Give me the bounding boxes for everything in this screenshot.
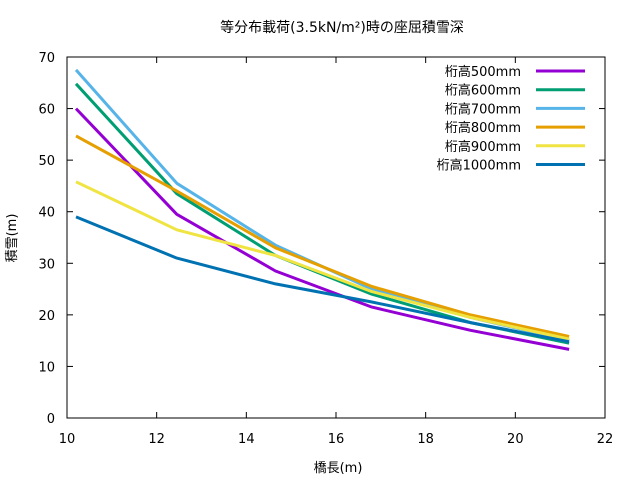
y-tick-label: 0 <box>47 412 55 427</box>
y-tick-label: 20 <box>38 309 55 324</box>
x-tick-label: 22 <box>597 432 614 447</box>
legend-label: 桁高900mm <box>445 139 521 155</box>
series-line <box>74 107 570 351</box>
y-tick-label: 40 <box>38 206 55 221</box>
series-line <box>75 134 570 338</box>
series-layer <box>74 68 570 351</box>
series-line <box>75 180 570 341</box>
series-line <box>75 215 570 344</box>
legend-label: 桁高1000mm <box>437 158 521 174</box>
y-tick-label: 70 <box>38 51 55 66</box>
y-tick-label: 30 <box>38 257 55 272</box>
x-tick-label: 20 <box>507 432 524 447</box>
y-tick-label: 60 <box>38 103 55 118</box>
x-tick-label: 16 <box>328 432 345 447</box>
y-axis-label: 積雪(m) <box>5 214 20 263</box>
x-tick-label: 12 <box>148 432 165 447</box>
x-axis-label: 橋長(m) <box>314 461 363 476</box>
axis-ticks: 10 12 14 16 18 20 22 0 10 20 30 40 50 60 70 <box>38 51 613 447</box>
legend-label: 桁高800mm <box>445 120 521 136</box>
x-tick-label: 14 <box>238 432 255 447</box>
x-tick-label: 10 <box>59 432 76 447</box>
legend-label: 桁高700mm <box>445 101 521 117</box>
y-tick-label: 50 <box>38 154 55 169</box>
x-tick-label: 18 <box>417 432 434 447</box>
legend: 桁高500mm 桁高600mm 桁高700mm 桁高800mm 桁高900mm 桁高100… <box>437 64 585 174</box>
y-tick-label: 10 <box>38 360 55 375</box>
legend-label: 桁高500mm <box>445 64 521 80</box>
plot-frame <box>66 56 606 419</box>
chart-title: 等分布載荷(3.5kN/m²)時の座屈積雪深 <box>220 19 464 36</box>
legend-label: 桁高600mm <box>445 83 521 99</box>
